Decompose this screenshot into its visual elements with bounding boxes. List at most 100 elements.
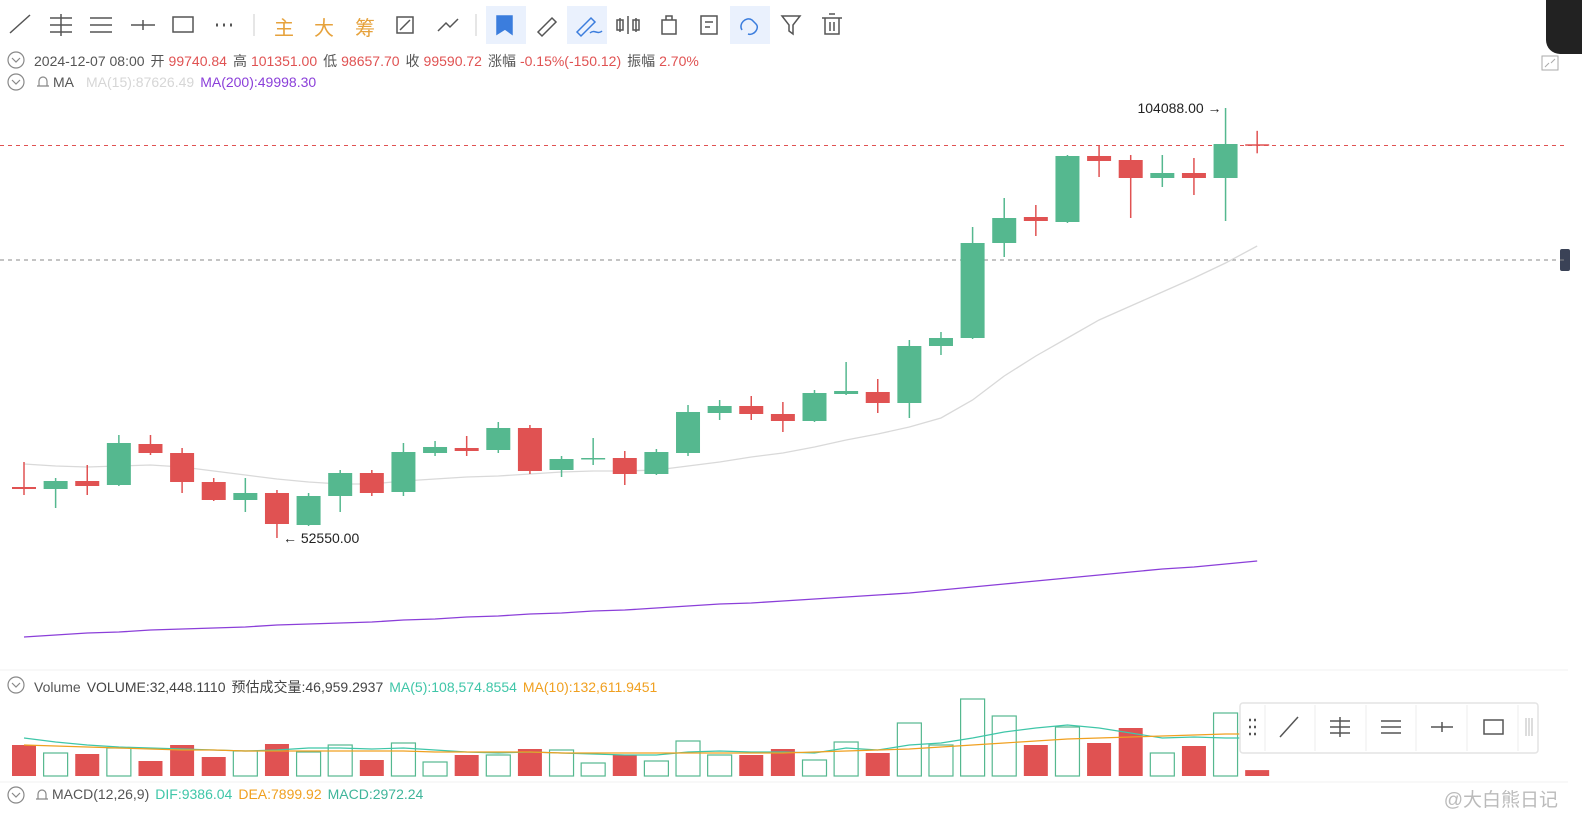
candle-body [1055, 155, 1080, 222]
volume-bar [1087, 743, 1112, 776]
tool-active-bg [567, 6, 607, 44]
tool-candles[interactable] [616, 16, 640, 34]
drag-handle[interactable] [1249, 718, 1256, 736]
volume-bar [264, 744, 289, 776]
candle-body [1023, 217, 1048, 221]
tool-main[interactable]: 主 [274, 18, 294, 40]
candle-body [1181, 172, 1206, 178]
candle-body [549, 459, 574, 470]
tool-ruler[interactable] [536, 16, 558, 38]
legend-title: MACD(12,26,9) [52, 786, 150, 802]
info-label: 收 [405, 53, 420, 69]
candle-body [486, 427, 511, 450]
tool-parallel[interactable] [1330, 717, 1350, 737]
bell[interactable] [37, 76, 49, 87]
volume-bar [327, 744, 353, 777]
info-label: 开 [150, 53, 165, 69]
tool-measure[interactable] [437, 18, 459, 32]
expand-icon[interactable] [1541, 55, 1559, 71]
tool-hline[interactable] [131, 20, 155, 30]
tool-channel[interactable] [1381, 720, 1401, 734]
legend-item: VOLUME:32,448.1110 [86, 679, 226, 695]
candle-body [264, 492, 289, 525]
info-label: 低 [323, 53, 338, 69]
floating-toolbar-bg [1239, 702, 1539, 754]
tool-lock[interactable] [661, 15, 677, 35]
legend-item: MA(200):49998.30 [200, 74, 317, 90]
ma-legend: MA MA(15):87626.49 MA(200):49998.30 [53, 74, 322, 90]
volume-bar [833, 741, 859, 777]
ma-line [23, 245, 1258, 485]
legend-title: MA [53, 74, 74, 90]
info-label: 振幅 [627, 53, 656, 69]
volume-bar [359, 760, 384, 776]
macd-legend: MACD(12,26,9) DIF:9386.04 DEA:7899.92 MACD:… [52, 786, 429, 802]
bell[interactable] [36, 789, 48, 800]
datetime: 2024-12-07 08:00 [34, 53, 145, 69]
grip[interactable] [1525, 718, 1533, 736]
row-toggles [7, 51, 49, 804]
tool-chips[interactable]: 筹 [355, 18, 375, 40]
info-label: 涨幅 [487, 53, 516, 69]
toggle[interactable] [7, 676, 25, 694]
volume-bar [865, 753, 890, 776]
plot [0, 107, 1568, 777]
candle-body [770, 413, 795, 421]
legend-title: Volume [34, 679, 81, 695]
tool-rect[interactable] [1483, 719, 1504, 735]
candle-body [359, 473, 384, 493]
candle-body [43, 481, 68, 490]
candle-body [454, 447, 479, 451]
toggle[interactable] [7, 51, 25, 69]
tool-parallel[interactable] [50, 14, 72, 36]
volume-bar [12, 745, 36, 776]
candle-body [517, 427, 542, 471]
tool-line[interactable] [9, 14, 31, 34]
candle-body [1150, 172, 1175, 178]
volume-bar [1149, 752, 1175, 777]
tool-big[interactable]: 大 [314, 18, 334, 40]
volume-bar [580, 762, 606, 777]
legend-item: 预估成交量:46,959.2937 [231, 679, 384, 695]
candle-body [75, 481, 100, 486]
info-value: 99590.72 [423, 53, 482, 69]
toolbar [9, 6, 842, 44]
volume-bar [1023, 745, 1048, 776]
volume-bar [1118, 728, 1143, 776]
candle-body [328, 473, 353, 497]
candle-body [739, 405, 764, 414]
volume-bar [201, 757, 226, 776]
tool-note[interactable] [700, 15, 718, 35]
info-value: -0.15%(-150.12) [519, 53, 622, 69]
info-value: 2.70% [659, 53, 699, 69]
separator [1264, 705, 1519, 751]
ma-line [23, 560, 1258, 638]
toggle[interactable] [7, 786, 25, 804]
tool-filter[interactable] [780, 15, 802, 36]
candle-body [1087, 155, 1112, 161]
price-tag [1560, 249, 1570, 271]
toggle[interactable] [7, 73, 25, 91]
candle-body [612, 457, 637, 475]
tool-line[interactable] [1279, 716, 1299, 738]
volume-bar [1181, 746, 1206, 776]
info-row: 2024-12-07 08:00 开 99740.84 高 101351.00 低 9865… [34, 51, 705, 71]
candle-body [707, 405, 732, 413]
legend-item: MA(10):132,611.9451 [522, 679, 658, 695]
info-value: 99740.84 [168, 53, 227, 69]
watermark: @大白熊日记 [1444, 789, 1558, 811]
tool-channel[interactable] [90, 17, 112, 33]
tool-bookmark[interactable] [496, 15, 513, 36]
volume-bar [232, 750, 258, 777]
tool-magnet[interactable] [740, 18, 759, 36]
tool-pen[interactable] [575, 16, 603, 38]
candle-body [138, 443, 163, 454]
tool-sync[interactable] [396, 16, 414, 34]
tool-hline[interactable] [1431, 722, 1453, 732]
device-corner [1546, 0, 1582, 54]
tool-delete[interactable] [822, 13, 842, 35]
candle-body [391, 452, 416, 492]
tool-rect[interactable] [172, 16, 194, 33]
candle-body [581, 457, 606, 460]
